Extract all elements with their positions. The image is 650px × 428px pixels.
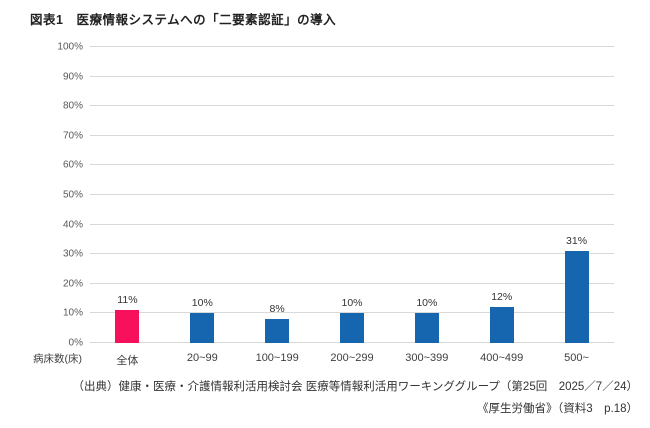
bar-value-label: 12% bbox=[491, 291, 513, 304]
y-axis-tick-label: 10% bbox=[62, 307, 83, 319]
bar bbox=[340, 313, 364, 343]
gridline bbox=[90, 46, 614, 47]
y-axis-tick-label: 80% bbox=[62, 100, 83, 112]
gridline bbox=[90, 164, 614, 166]
y-axis-tick-label: 60% bbox=[62, 159, 83, 171]
source-line-1: （出典）健康・医療・介護情報利活用検討会 医療等情報利活用ワーキンググループ（第… bbox=[72, 381, 639, 393]
y-axis-tick-label: 70% bbox=[62, 130, 83, 142]
gridline bbox=[90, 134, 614, 136]
gridline bbox=[90, 75, 614, 77]
bar-value-label: 10% bbox=[341, 297, 363, 310]
x-axis-category-label: 100~199 bbox=[255, 352, 299, 364]
x-axis-category-label: 全体 bbox=[116, 355, 139, 367]
bar bbox=[564, 251, 589, 343]
y-axis-tick-label: 40% bbox=[62, 219, 83, 231]
bar bbox=[414, 313, 439, 343]
source-line-2: 《厚生労働省》（資料3 p.18） bbox=[476, 403, 638, 415]
bar-value-label: 8% bbox=[269, 303, 285, 316]
x-axis-category-label: 20~99 bbox=[186, 352, 218, 364]
y-axis-tick-label: 100% bbox=[57, 41, 83, 53]
x-axis-category-label: 500~ bbox=[564, 352, 589, 364]
bar-value-label: 10% bbox=[191, 297, 213, 310]
gridline bbox=[90, 253, 614, 255]
y-axis-tick-label: 20% bbox=[62, 278, 83, 290]
source-citation: （出典）健康・医療・介護情報利活用検討会 医療等情報利活用ワーキンググループ（第… bbox=[73, 376, 639, 420]
y-axis-tick-label: 0% bbox=[68, 337, 83, 349]
bar-value-label: 31% bbox=[566, 235, 588, 248]
x-axis-category-label: 200~299 bbox=[330, 352, 374, 364]
y-axis-tick-label: 30% bbox=[62, 248, 83, 260]
plot-area: 0% 10% 20% 30% 40% 50% 60% 70% 80% 90% 100% 11% 全体 10… bbox=[57, 42, 614, 367]
bar bbox=[190, 313, 215, 343]
figure-title: 図表1 医療情報システムへの「二要素認証」の導入 bbox=[30, 13, 337, 27]
bar-value-label: 11% bbox=[117, 294, 138, 307]
gridline bbox=[90, 223, 614, 225]
y-axis-tick-label: 90% bbox=[62, 71, 83, 83]
x-axis-category-label: 300~399 bbox=[405, 352, 449, 364]
gridline bbox=[90, 312, 614, 314]
bar bbox=[265, 319, 290, 343]
gridline bbox=[90, 194, 614, 195]
bar bbox=[489, 307, 514, 343]
gridline bbox=[90, 282, 614, 284]
bar-value-label: 10% bbox=[416, 297, 438, 310]
x-axis-category-label: 400~499 bbox=[480, 352, 524, 364]
x-axis-unit-label: 病床数(床) bbox=[33, 353, 82, 365]
bar bbox=[115, 310, 140, 343]
y-axis-tick-label: 50% bbox=[62, 189, 83, 201]
gridline bbox=[90, 105, 614, 107]
